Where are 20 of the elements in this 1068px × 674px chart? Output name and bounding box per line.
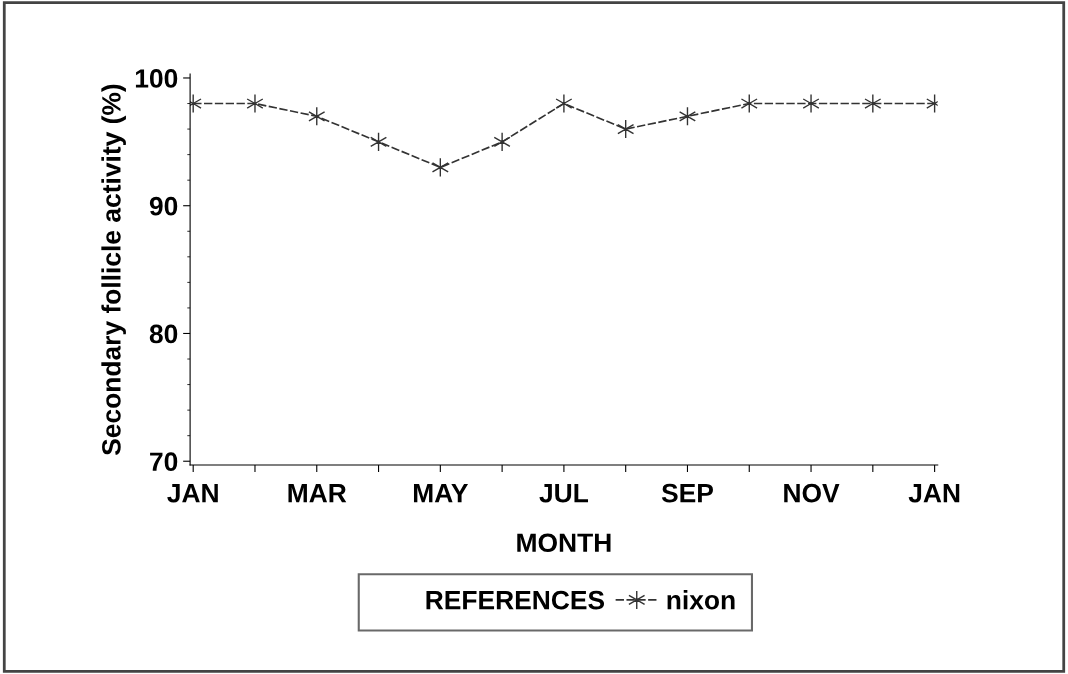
y-tick-label: 80 [149, 324, 178, 344]
y-tick-label: 100 [135, 69, 178, 88]
x-tick-label: JAN [908, 484, 960, 503]
point [802, 93, 820, 114]
point [864, 93, 882, 114]
y-tick-label: 70 [150, 452, 178, 472]
legend-label: nixon [667, 590, 735, 610]
x-tick-label: NOV [784, 483, 840, 503]
x-tick-label: MAY [413, 484, 469, 503]
x-tick-label: JUL [539, 484, 589, 503]
point [493, 132, 511, 152]
point [246, 93, 264, 114]
x-axis-title: MONTH [517, 533, 611, 553]
x-tick-label: SEP [661, 483, 713, 503]
y-axis-title: Secondary follicle activity (%) [101, 84, 126, 456]
y-tick-label: 90 [149, 196, 178, 216]
x-tick-label: MAR [288, 484, 347, 503]
point [555, 93, 573, 114]
legend-title: REFERENCES [426, 590, 605, 610]
x-tick-label: JAN [167, 484, 218, 503]
